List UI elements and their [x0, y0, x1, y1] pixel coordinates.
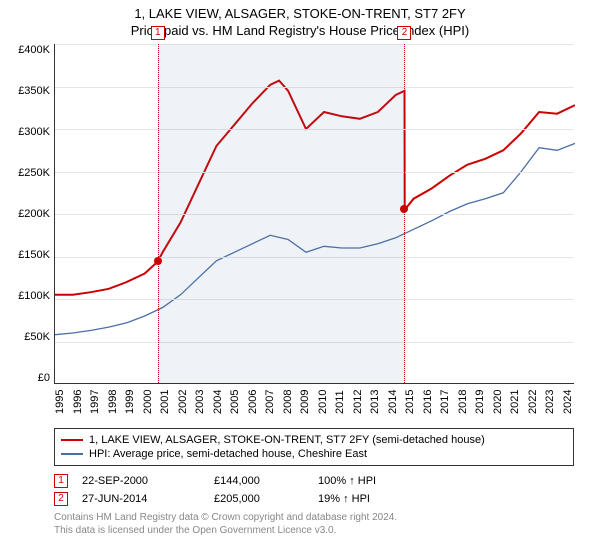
sale-vs-hpi: 100% ↑ HPI [318, 475, 376, 487]
y-tick-label: £150K [18, 249, 50, 261]
sale-vs-hpi: 19% ↑ HPI [318, 493, 370, 505]
y-tick-label: £350K [18, 85, 50, 97]
sale-date: 27-JUN-2014 [82, 493, 200, 505]
chart-titles: 1, LAKE VIEW, ALSAGER, STOKE-ON-TRENT, S… [10, 6, 590, 38]
sale-marker-box: 2 [397, 26, 411, 40]
sale-marker-line [404, 44, 405, 383]
sale-date: 22-SEP-2000 [82, 475, 200, 487]
legend-swatch [61, 453, 83, 455]
footer-line: Contains HM Land Registry data © Crown c… [54, 512, 574, 525]
sale-marker-dot [400, 205, 408, 213]
shaded-region [158, 44, 405, 383]
y-tick-label: £400K [18, 44, 50, 56]
sale-marker-dot [154, 257, 162, 265]
sale-index-box: 1 [54, 474, 68, 488]
x-tick-label: 2024 [562, 402, 598, 414]
sale-row: 2 27-JUN-2014 £205,000 19% ↑ HPI [54, 490, 574, 508]
sale-row: 1 22-SEP-2000 £144,000 100% ↑ HPI [54, 472, 574, 490]
y-tick-label: £300K [18, 126, 50, 138]
chart-area: £400K £350K £300K £250K £200K £150K £100K £50K £… [10, 44, 590, 384]
sale-marker-line [158, 44, 159, 383]
legend-row: HPI: Average price, semi-detached house,… [61, 447, 567, 461]
legend-row: 1, LAKE VIEW, ALSAGER, STOKE-ON-TRENT, S… [61, 433, 567, 447]
chart-subtitle: Price paid vs. HM Land Registry's House … [10, 23, 590, 38]
sale-index-box: 2 [54, 492, 68, 506]
legend: 1, LAKE VIEW, ALSAGER, STOKE-ON-TRENT, S… [54, 428, 574, 466]
y-axis: £400K £350K £300K £250K £200K £150K £100K £50K £… [10, 44, 54, 384]
legend-label: 1, LAKE VIEW, ALSAGER, STOKE-ON-TRENT, S… [89, 434, 485, 446]
address-title: 1, LAKE VIEW, ALSAGER, STOKE-ON-TRENT, S… [10, 6, 590, 21]
y-tick-label: £50K [24, 331, 50, 343]
x-axis: 1995199619971998199920002001200220032004… [54, 384, 574, 420]
y-tick-label: £200K [18, 208, 50, 220]
legend-label: HPI: Average price, semi-detached house,… [89, 448, 367, 460]
legend-swatch [61, 439, 83, 441]
footer: Contains HM Land Registry data © Crown c… [54, 512, 574, 537]
footer-line: This data is licensed under the Open Gov… [54, 525, 574, 538]
plot-area: 12 [54, 44, 574, 384]
sale-price: £144,000 [214, 475, 304, 487]
sale-price: £205,000 [214, 493, 304, 505]
y-tick-label: £100K [18, 290, 50, 302]
y-tick-label: £250K [18, 167, 50, 179]
sales-table: 1 22-SEP-2000 £144,000 100% ↑ HPI 2 27-JUN-20… [54, 472, 574, 508]
y-tick-label: £0 [38, 372, 50, 384]
sale-marker-box: 1 [151, 26, 165, 40]
